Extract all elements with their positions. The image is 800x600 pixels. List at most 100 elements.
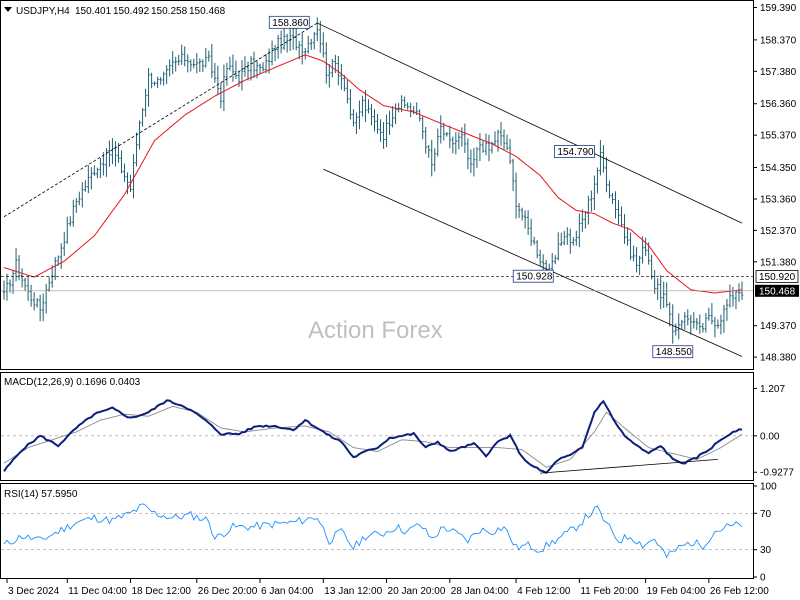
price-bar <box>26 275 30 301</box>
price-bar <box>376 114 379 134</box>
price-bar <box>207 50 211 62</box>
price-tick-label: 152.370 <box>760 226 797 237</box>
price-bar <box>216 65 220 96</box>
moving-average-line <box>3 54 743 294</box>
rsi-panel-frame <box>0 483 754 579</box>
price-bar <box>304 47 307 60</box>
macd-tick-label: 1.207 <box>760 384 785 395</box>
price-bar <box>138 120 141 150</box>
price-bar <box>427 145 430 158</box>
price-bar <box>41 293 45 322</box>
price-bar <box>608 180 611 199</box>
price-bar <box>252 51 256 78</box>
price-bar <box>234 60 238 80</box>
price-bar <box>237 71 241 88</box>
level-annotation: 150.928 <box>512 269 554 283</box>
price-bar <box>629 232 632 261</box>
price-bar <box>484 133 488 156</box>
price-bar <box>632 245 635 262</box>
price-bar <box>614 191 617 219</box>
price-bar <box>331 58 334 78</box>
price-bar <box>228 56 232 71</box>
price-tick-label: 156.360 <box>760 99 797 110</box>
level-annotation: 154.790 <box>554 145 595 158</box>
time-tick-label: 13 Jan 12:00 <box>324 586 382 597</box>
price-bar <box>731 286 735 307</box>
price-bar <box>261 62 265 72</box>
price-bar <box>557 232 560 261</box>
price-tick-label: 148.380 <box>760 353 797 364</box>
price-bar <box>511 158 515 192</box>
price-bar <box>367 99 370 114</box>
price-bar <box>737 283 741 302</box>
price-bar <box>132 154 135 199</box>
price-bar <box>186 54 189 73</box>
time-tick-label: 4 Feb 12:00 <box>517 586 571 597</box>
price-bar <box>656 278 659 300</box>
price-bar <box>713 316 717 338</box>
price-bar <box>560 232 563 246</box>
price-bar <box>343 75 346 92</box>
price-tick-label: 159.390 <box>760 3 797 14</box>
price-bar <box>285 33 289 53</box>
price-bar <box>659 275 662 310</box>
rsi-layer <box>1 503 753 559</box>
rsi-tick-label: 70 <box>760 509 772 520</box>
price-bar <box>2 280 6 300</box>
annotation-label: 158.860 <box>272 18 309 29</box>
price-bar <box>448 125 452 149</box>
price-bar <box>20 268 24 288</box>
rsi-line <box>3 503 743 559</box>
price-bar <box>78 191 81 206</box>
symbol-label: USDJPY,H4 <box>16 6 70 17</box>
price-bar <box>454 132 458 155</box>
price-bar <box>590 190 593 212</box>
price-bar <box>478 133 482 162</box>
price-bar <box>84 180 87 192</box>
current-price-label: 150.468 <box>759 286 796 297</box>
price-bar <box>352 109 355 127</box>
price-bar <box>394 103 397 125</box>
price-bar <box>502 129 506 151</box>
price-bar <box>689 314 692 335</box>
price-bar <box>29 284 33 307</box>
price-bar <box>668 302 671 327</box>
price-bar <box>294 25 298 51</box>
price-bar <box>8 279 12 293</box>
price-bar <box>707 307 711 321</box>
price-bar <box>102 152 105 176</box>
price-tick-label: 153.360 <box>760 194 797 205</box>
price-bar <box>532 236 536 245</box>
price-bar <box>382 122 385 149</box>
price-bar <box>391 106 394 128</box>
rsi-tick-label: 30 <box>760 545 772 556</box>
price-bar <box>442 122 445 141</box>
price-bar <box>635 247 638 273</box>
price-bar <box>322 32 325 58</box>
price-bar <box>192 58 195 69</box>
macd-panel-frame <box>0 372 754 481</box>
axis-layer: 159.390 158.370 157.380 156.360 155.370 154.3… <box>6 3 799 597</box>
support-trendline-dashed <box>3 22 318 218</box>
price-bar <box>243 56 247 77</box>
annotation-label: 150.928 <box>516 272 553 283</box>
price-bar <box>728 284 732 308</box>
price-bar <box>593 175 596 211</box>
price-bar <box>147 67 150 107</box>
price-bar <box>469 149 473 174</box>
price-bar <box>584 211 587 229</box>
time-tick-label: 3 Dec 2024 <box>8 586 60 597</box>
price-bar <box>572 237 575 246</box>
low-value: 150.258 <box>151 6 188 17</box>
price-bar <box>626 227 629 246</box>
time-tick-label: 20 Jan 20:00 <box>388 586 446 597</box>
price-bar <box>156 76 159 89</box>
price-bar <box>69 216 72 227</box>
channel-upper-line <box>317 22 743 224</box>
price-bar <box>11 271 15 294</box>
price-bar <box>231 54 235 82</box>
price-bar <box>487 134 491 162</box>
price-bar <box>529 218 533 246</box>
dropdown-triangle-icon[interactable] <box>4 7 12 12</box>
annotation-box <box>554 145 595 158</box>
